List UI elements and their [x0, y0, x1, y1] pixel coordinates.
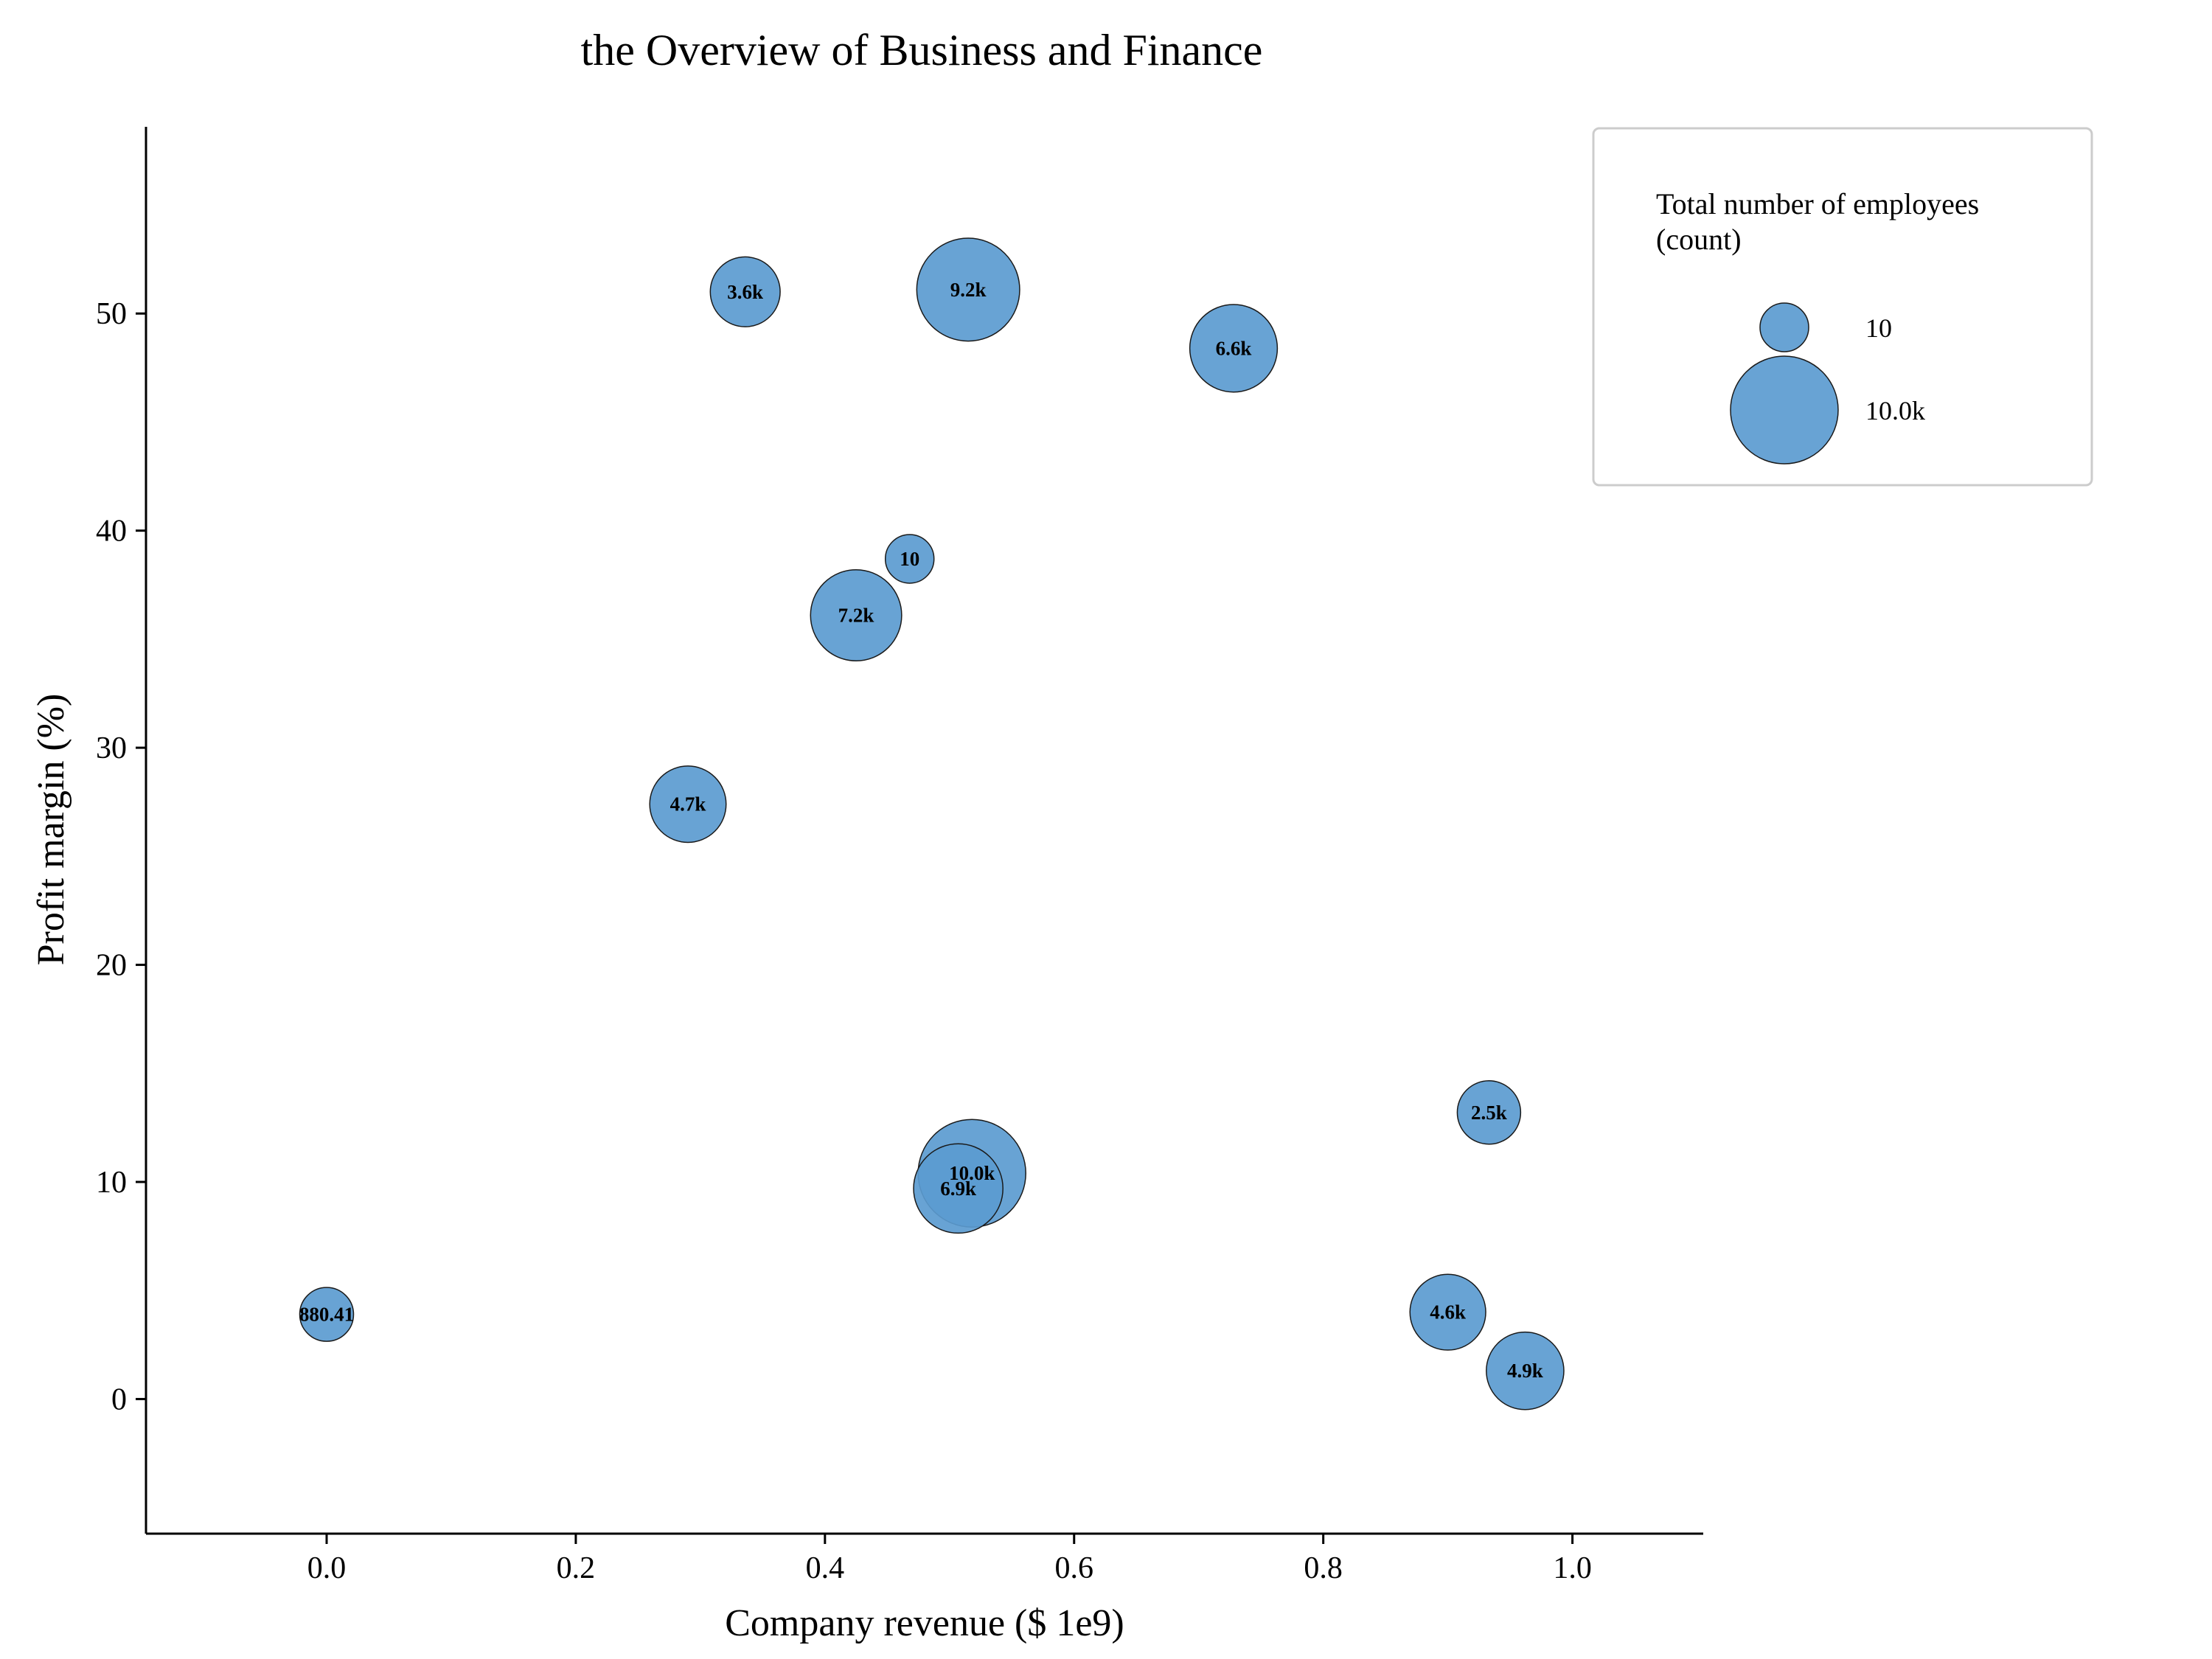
bubble-label: 4.7k [670, 793, 706, 815]
x-axis-ticks: 0.0 0.2 0.4 0.6 0.8 1.0 [307, 1534, 1592, 1585]
bubble-label: 7.2k [838, 605, 874, 627]
legend-entries: 10 10.0k [1730, 302, 1925, 465]
bubble-point [810, 568, 902, 662]
bubble-point [1189, 304, 1279, 393]
bubble-label-layer: 880.41 4.7k 3.6k 7.2k 10 9.2k 10.0k6.9k 6.6k 4.6… [299, 279, 1543, 1382]
x-tick-label: 0.8 [1304, 1551, 1343, 1585]
bubble-point [299, 1287, 355, 1342]
legend-bubble [1759, 302, 1809, 352]
y-tick-label: 0 [111, 1382, 127, 1416]
y-tick-label: 40 [96, 515, 127, 549]
legend-title-line: Total number of employees [1656, 187, 1979, 220]
x-tick-label: 0.6 [1055, 1551, 1094, 1585]
size-legend: Total number of employees (count) 10 10.0k [1592, 127, 2093, 487]
legend-entry-label: 10.0k [1865, 396, 1925, 425]
y-axis-label: Profit margin (%) [30, 694, 72, 966]
bubble-point [913, 1143, 1004, 1234]
bubble-label: 6.6k [1216, 337, 1252, 359]
bubble-label: 10 [900, 548, 919, 570]
y-tick-label: 50 [96, 297, 127, 331]
legend-title: Total number of employees (count) [1656, 187, 1979, 256]
bubble-label: 4.6k [1430, 1301, 1466, 1324]
bubble-point [709, 256, 781, 327]
bubble-layer [299, 237, 1565, 1411]
bubble-label: 4.9k [1507, 1360, 1543, 1382]
bubble-label: 3.6k [727, 281, 763, 303]
bubble-label: 2.5k [1471, 1102, 1507, 1124]
y-tick-label: 20 [96, 949, 127, 983]
legend-bubble [1730, 355, 1839, 465]
legend-frame [1592, 127, 2093, 487]
bubble-point [1486, 1331, 1565, 1411]
bubble-label: 880.41 [299, 1304, 354, 1326]
x-tick-label: 0.4 [806, 1551, 845, 1585]
bubble-point [649, 765, 727, 844]
bubble-point [916, 237, 1020, 342]
x-tick-label: 0.2 [557, 1551, 596, 1585]
x-tick-label: 0.0 [307, 1551, 347, 1585]
legend-entry-label: 10 [1865, 313, 1892, 343]
bubble-point [1409, 1273, 1486, 1351]
y-axis-ticks: 0 10 20 30 40 50 [96, 297, 146, 1416]
y-tick-label: 10 [96, 1166, 127, 1200]
bubble-point [1456, 1080, 1522, 1145]
bubble-label: 9.2k [950, 279, 987, 301]
x-axis-label: Company revenue ($ 1e9) [725, 1602, 1124, 1644]
bubble-label: 10.0k [949, 1162, 995, 1184]
bubble-label: 6.9k [940, 1178, 976, 1200]
x-tick-label: 1.0 [1553, 1551, 1592, 1585]
legend-title-line: (count) [1656, 223, 1742, 256]
y-tick-label: 30 [96, 731, 127, 765]
chart-title: the Overview of Business and Finance [581, 26, 1263, 74]
bubble-point [884, 534, 935, 584]
